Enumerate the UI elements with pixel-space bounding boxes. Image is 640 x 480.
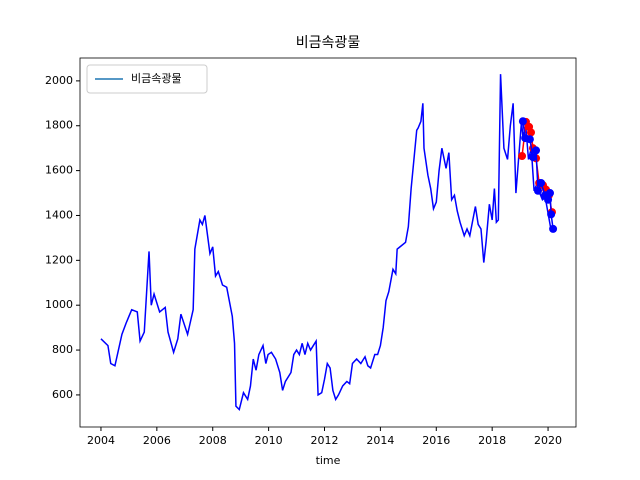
x-tick-label: 2020 [534, 434, 562, 447]
data-point [547, 210, 556, 219]
data-point [527, 128, 536, 137]
data-point [528, 153, 537, 162]
y-tick-label: 600 [52, 388, 73, 401]
data-point [525, 135, 534, 144]
x-tick-label: 2012 [311, 434, 339, 447]
x-tick-label: 2004 [87, 434, 115, 447]
legend-label: 비금속광물 [131, 72, 182, 85]
y-tick-label: 1400 [45, 208, 73, 221]
data-point [532, 146, 541, 155]
x-axis-label: time [316, 454, 341, 467]
x-tick-label: 2018 [478, 434, 506, 447]
y-tick-label: 800 [52, 343, 73, 356]
data-point [518, 117, 527, 126]
x-tick-label: 2014 [366, 434, 394, 447]
data-line [100, 74, 552, 411]
x-tick-label: 2008 [199, 434, 227, 447]
chart-title: 비금속광물 [296, 35, 361, 51]
y-tick-label: 1200 [45, 253, 73, 266]
data-point [546, 189, 555, 198]
data-point [533, 186, 542, 195]
x-tick-label: 2016 [422, 434, 450, 447]
y-tick-label: 1800 [45, 119, 73, 132]
y-tick-label: 2000 [45, 74, 73, 87]
x-tick-label: 2010 [255, 434, 283, 447]
data-point [549, 224, 558, 233]
x-tick-label: 2006 [143, 434, 171, 447]
legend-box [86, 64, 208, 94]
data-point [518, 152, 527, 161]
y-tick-label: 1600 [45, 164, 73, 177]
data-point [537, 178, 546, 187]
y-tick-label: 1000 [45, 298, 73, 311]
data-point [544, 195, 553, 204]
plot-frame [79, 57, 577, 428]
